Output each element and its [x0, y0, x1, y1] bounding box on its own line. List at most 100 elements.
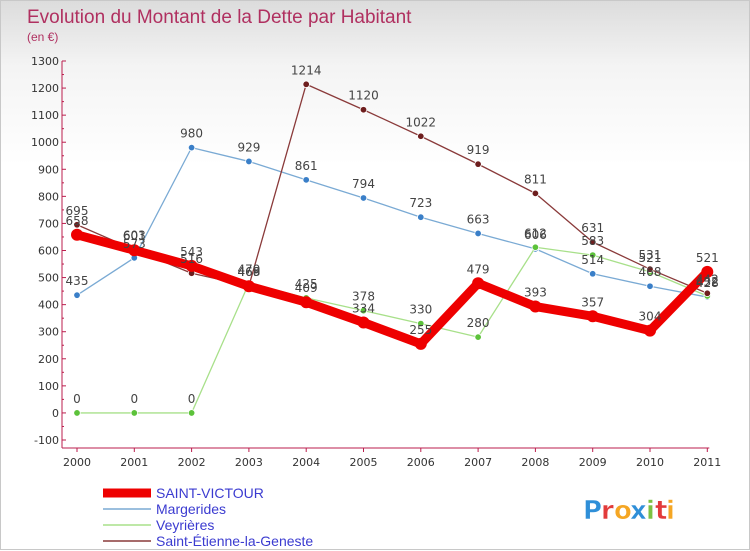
y-tick-label: 600	[38, 245, 59, 258]
data-label: 521	[696, 251, 719, 265]
data-point	[130, 409, 138, 417]
x-tick-label: 2010	[636, 456, 664, 469]
data-label: 606	[524, 228, 547, 242]
series-0	[73, 143, 711, 301]
y-tick-label: 200	[38, 353, 59, 366]
brand-letter: P	[583, 496, 602, 526]
data-point	[359, 106, 368, 114]
data-point	[359, 306, 368, 315]
data-label: 811	[524, 172, 547, 186]
series-line	[76, 146, 708, 298]
y-tick-label: 1000	[31, 136, 59, 149]
data-label: 980	[180, 127, 203, 141]
data-label: 603	[123, 229, 146, 243]
data-label: 919	[467, 143, 490, 157]
brand-letter: x	[630, 496, 647, 526]
axes: -100010020030040050060070080090010001100…	[31, 55, 721, 469]
data-point	[357, 316, 370, 329]
chart-title: Evolution du Montant de la Dette par Hab…	[27, 7, 412, 28]
data-label: 428	[696, 276, 719, 290]
data-label: 612	[524, 226, 547, 240]
data-point	[474, 229, 482, 238]
series-line	[76, 83, 708, 294]
data-label: 378	[352, 290, 375, 304]
data-point	[302, 176, 310, 184]
data-label: 409	[295, 281, 318, 295]
chart-subtitle: (en €)	[27, 30, 58, 44]
data-point	[646, 282, 654, 290]
data-label: 330	[409, 303, 432, 317]
y-tick-label: 800	[38, 190, 59, 203]
y-tick-label: 100	[38, 380, 59, 393]
brand-letter: t	[655, 496, 667, 526]
data-point	[417, 132, 425, 140]
data-label: 663	[467, 212, 490, 226]
x-tick-label: 2004	[292, 456, 320, 469]
data-label: 695	[66, 204, 89, 218]
data-point	[414, 337, 427, 350]
data-label: 255	[409, 323, 432, 337]
data-label: 601	[123, 229, 146, 243]
data-point	[589, 270, 597, 278]
legend-label: SAINT-VICTOUR	[156, 485, 264, 501]
series-3	[71, 228, 714, 350]
legend-label: Margerides	[156, 501, 226, 517]
data-label: 794	[352, 177, 375, 191]
y-tick-label: 500	[38, 272, 59, 285]
data-point	[242, 280, 255, 293]
data-label: 334	[352, 302, 375, 316]
data-point	[474, 333, 482, 341]
x-tick-label: 2011	[693, 456, 721, 469]
legend-label: Saint-Étienne-la-Geneste	[156, 533, 313, 549]
brand-letter: i	[666, 496, 675, 526]
data-point	[472, 277, 485, 290]
series-1	[73, 243, 711, 417]
x-tick-label: 2005	[350, 456, 378, 469]
data-label: 514	[581, 253, 604, 267]
data-point	[245, 157, 253, 166]
data-point	[703, 289, 711, 297]
x-tick-label: 2000	[63, 456, 91, 469]
data-label: 1120	[348, 89, 379, 103]
x-tick-label: 2002	[178, 456, 206, 469]
data-point	[589, 238, 597, 246]
data-label: 0	[188, 392, 196, 406]
data-point	[417, 319, 425, 328]
brand-letter: i	[646, 496, 655, 526]
data-point	[187, 143, 196, 152]
data-label: 469	[237, 265, 260, 279]
y-tick-label: 1100	[31, 109, 59, 122]
data-point	[417, 213, 425, 221]
data-point	[531, 189, 540, 198]
data-label: 442	[696, 272, 719, 286]
data-label: 1022	[406, 115, 437, 129]
data-label: 1214	[291, 63, 322, 77]
x-tick-label: 2008	[521, 456, 549, 469]
data-point	[644, 324, 656, 337]
x-tick-label: 2003	[235, 456, 263, 469]
data-label: 0	[130, 392, 138, 406]
data-label: 479	[467, 262, 490, 276]
data-label: 583	[581, 234, 604, 248]
data-label: 468	[639, 265, 662, 279]
x-tick-label: 2007	[464, 456, 492, 469]
data-label: 573	[123, 237, 146, 251]
data-label: 432	[696, 275, 719, 289]
data-label: 658	[66, 214, 89, 228]
data-point	[531, 243, 540, 251]
data-label: 468	[237, 265, 260, 279]
data-point	[300, 296, 313, 309]
data-point	[73, 409, 81, 417]
y-tick-label: 1200	[31, 82, 59, 95]
brand-letter: r	[601, 496, 614, 526]
x-tick-label: 2009	[579, 456, 607, 469]
data-point	[701, 265, 714, 278]
x-tick-label: 2001	[120, 456, 148, 469]
legend-label: Veyrières	[156, 517, 214, 533]
data-label: 393	[524, 286, 547, 300]
brand-letter: o	[614, 496, 632, 526]
data-point	[71, 228, 83, 241]
data-label: 425	[295, 277, 318, 291]
data-label: 631	[581, 221, 604, 235]
